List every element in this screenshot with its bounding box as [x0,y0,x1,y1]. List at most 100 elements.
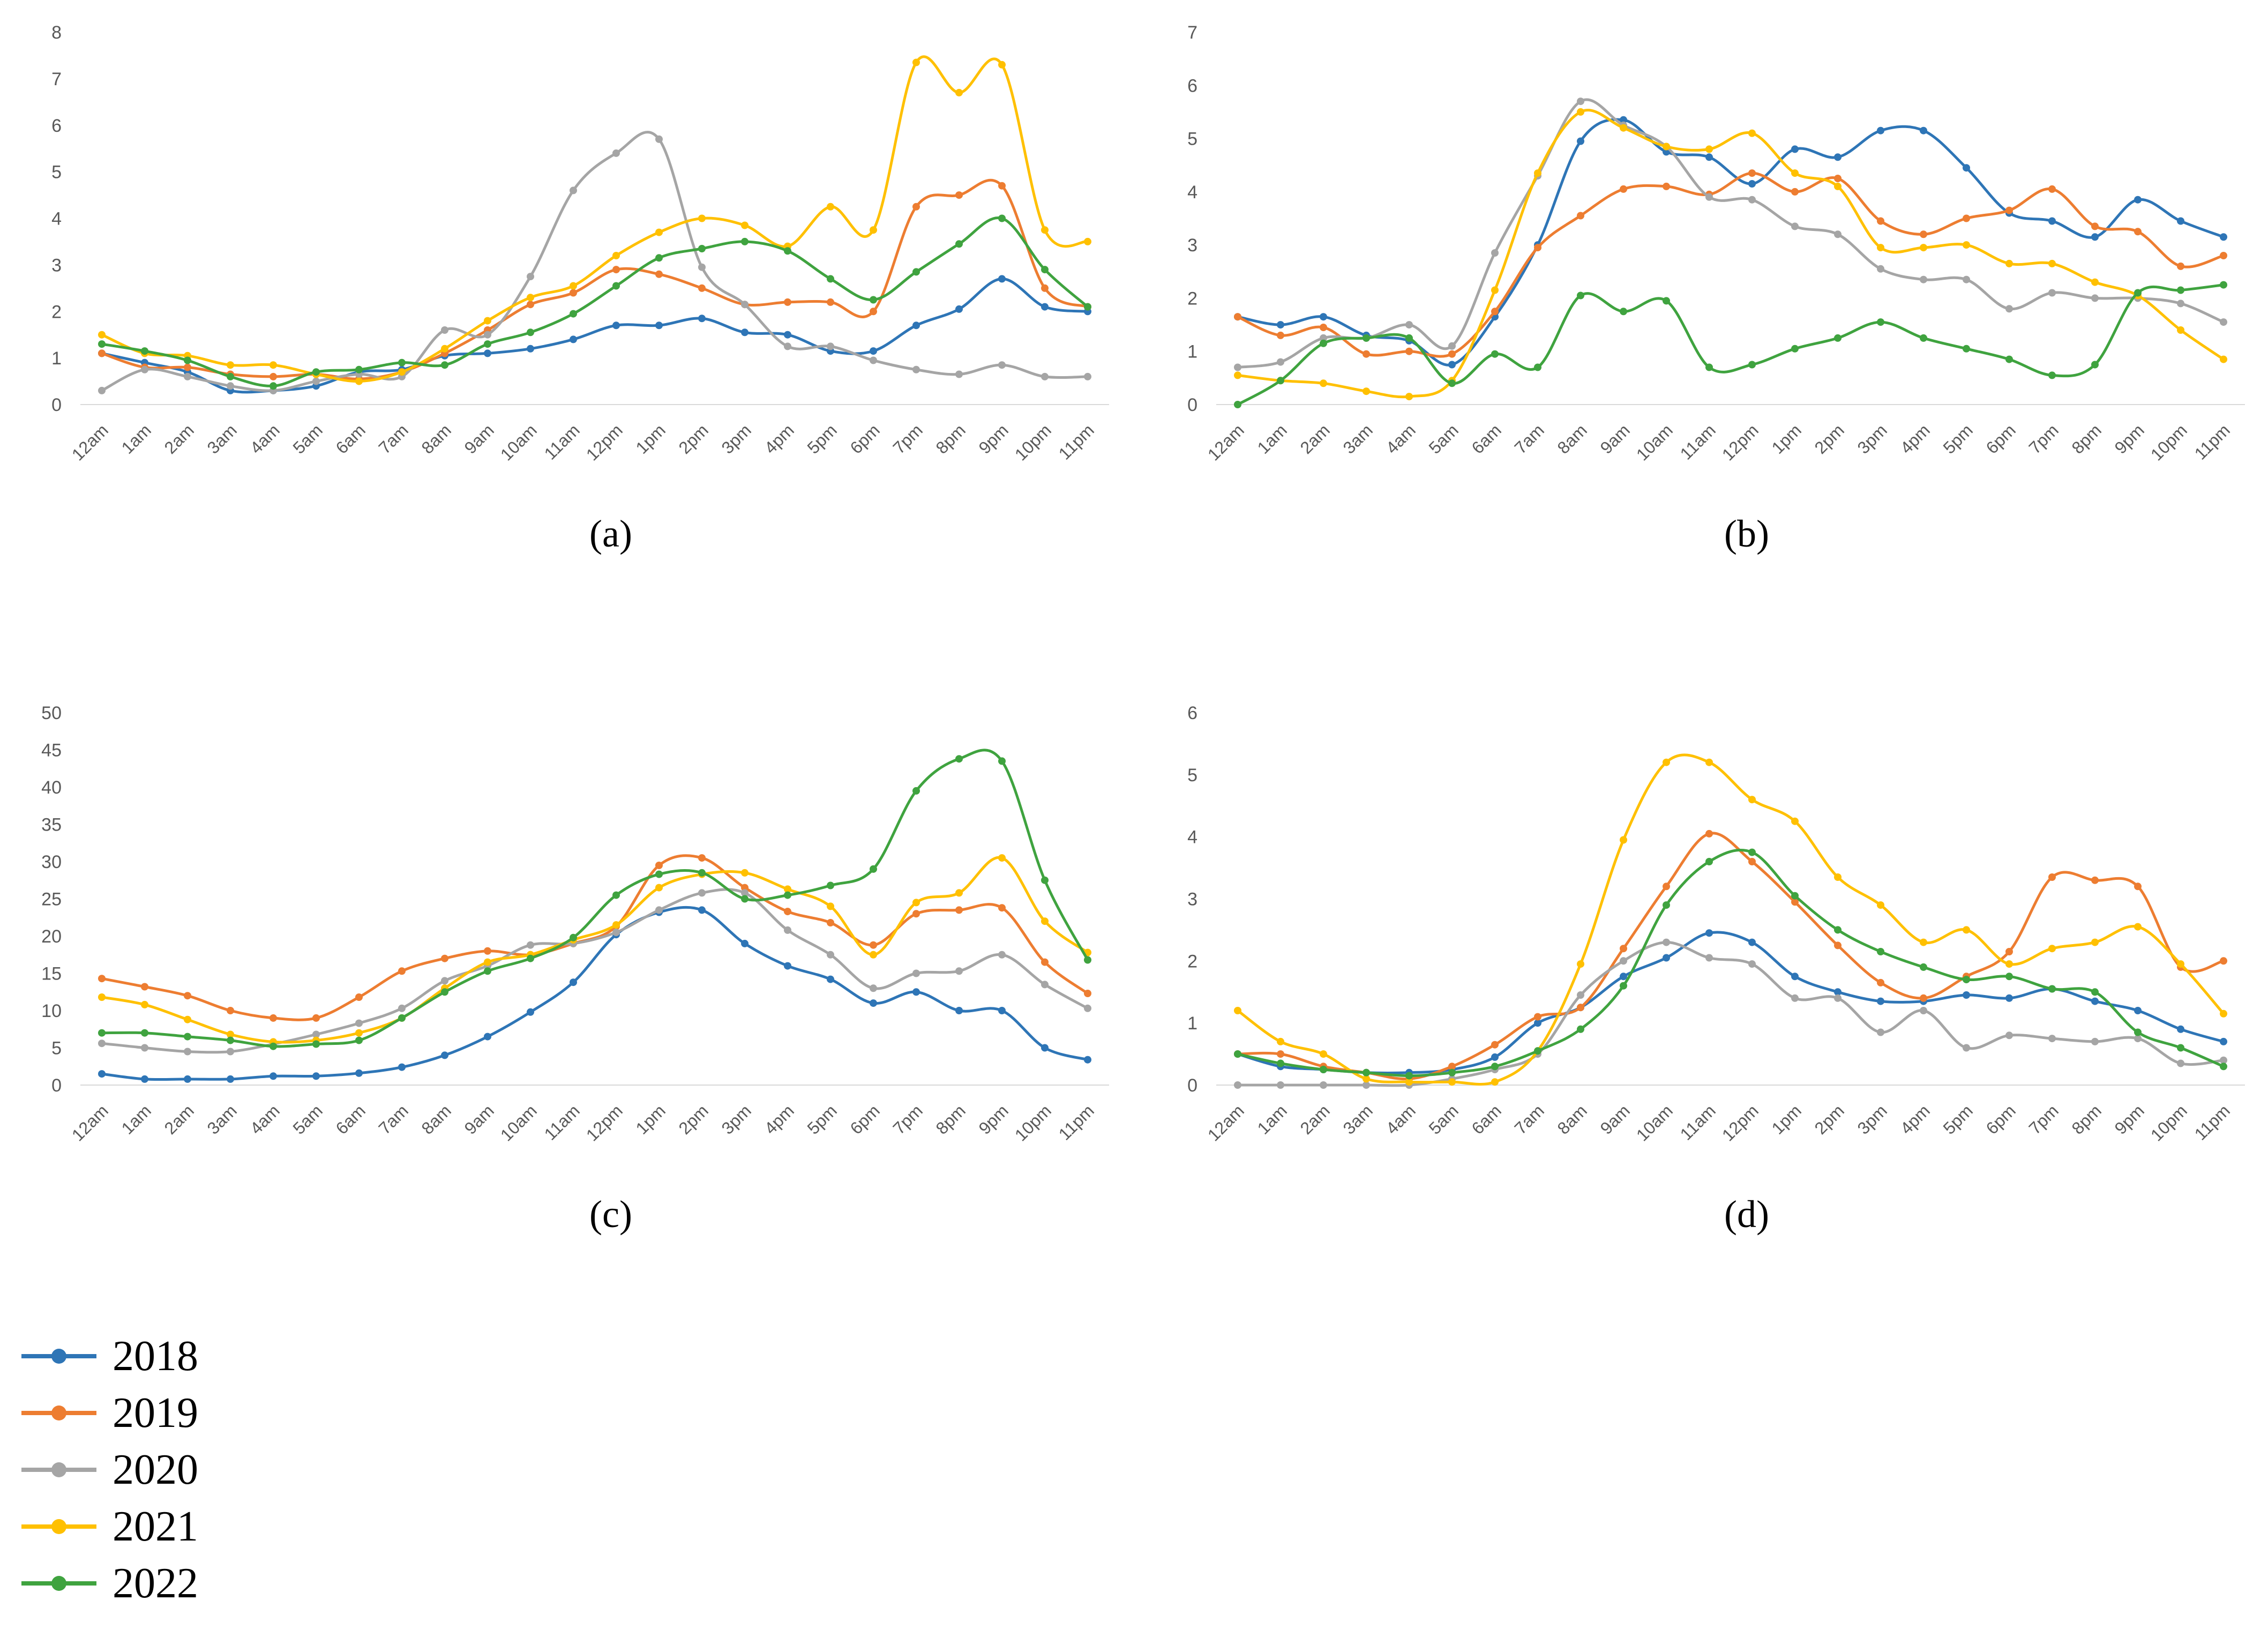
x-tick-label-d-12pm: 12pm [1718,1101,1762,1145]
data-point-c-2018-4pm [784,962,791,970]
data-point-c-2019-9pm [998,904,1006,912]
x-tick-label-c-7pm: 7pm [889,1101,926,1138]
x-tick-label-c-11am: 11am [541,1101,583,1143]
y-tick-label-a-3: 3 [51,255,62,275]
data-point-c-2020-6am [355,1019,363,1027]
data-point-a-2022-12pm [612,282,620,290]
data-point-d-2020-11am [1705,954,1713,962]
x-tick-label-b-4pm: 4pm [1896,420,1933,457]
data-point-a-2020-1pm [655,135,663,143]
data-point-c-2021-6pm [870,951,877,959]
data-point-b-2021-11am [1705,145,1713,153]
data-point-d-2018-6pm [2005,994,2013,1002]
data-point-b-2019-6am [1491,308,1499,316]
y-tick-label-a-6: 6 [51,116,62,136]
data-point-c-2021-5pm [827,902,834,910]
data-point-c-2018-5am [312,1072,320,1080]
data-point-d-2021-12pm [1748,796,1756,804]
data-point-c-2019-8pm [955,906,963,914]
y-tick-label-c-40: 40 [41,777,62,798]
data-point-d-2021-1am [1277,1037,1284,1045]
x-tick-label-a-10pm: 10pm [1011,420,1055,464]
series-line-b-2022 [1236,283,2225,406]
data-point-b-2021-3pm [1877,244,1884,252]
y-tick-label-d-4: 4 [1187,827,1197,848]
data-point-a-2019-6pm [870,308,877,316]
x-tick-label-a-5pm: 5pm [803,420,840,457]
data-point-d-2020-1am [1277,1081,1284,1089]
data-point-d-2018-2pm [1834,988,1842,996]
data-point-d-2021-10am [1663,758,1670,766]
data-point-b-2022-6am [1491,350,1499,358]
data-point-a-2022-1pm [655,254,663,262]
x-tick-label-a-7pm: 7pm [889,420,926,457]
x-tick-label-d-11pm: 11pm [2191,1101,2234,1143]
data-point-c-2022-6pm [870,865,877,873]
series-line-d-2018 [1236,931,2225,1075]
data-point-a-2022-5am [312,368,320,376]
x-tick-label-c-2pm: 2pm [675,1101,712,1138]
data-point-d-2018-9pm [2134,1007,2142,1014]
data-point-b-2021-2pm [1834,182,1842,190]
series-line-d-2019 [1236,832,2225,1081]
x-tick-label-b-11pm: 11pm [2191,420,2234,463]
data-point-a-2020-10am [527,273,534,281]
data-point-d-2022-1am [1277,1059,1284,1067]
data-point-c-2022-5am [312,1040,320,1048]
data-point-c-2021-6am [355,1029,363,1037]
data-point-a-2018-3pm [741,328,748,337]
data-point-a-2022-11pm [1084,303,1091,311]
data-point-a-2021-6pm [870,226,877,234]
x-tick-label-b-3pm: 3pm [1853,420,1890,457]
data-point-b-2018-8am [1577,137,1584,145]
x-tick-label-c-10pm: 10pm [1011,1101,1055,1145]
y-tick-label-a-0: 0 [51,395,62,415]
x-tick-label-d-2pm: 2pm [1810,1101,1847,1138]
data-point-b-2022-7am [1534,363,1541,371]
data-point-d-2021-1pm [1791,817,1799,825]
legend-label: 2019 [113,1389,198,1437]
data-point-a-2020-5pm [827,342,834,350]
data-point-c-2020-1am [141,1044,148,1052]
data-point-a-2019-4am [270,372,277,380]
data-point-b-2020-5pm [1963,275,1970,283]
x-tick-label-d-3am: 3am [1339,1101,1376,1138]
data-point-a-2020-3am [227,382,234,390]
data-point-c-2022-3am [227,1036,234,1044]
x-tick-label-d-5am: 5am [1425,1101,1462,1138]
data-point-c-2020-1pm [655,906,663,914]
data-point-a-2019-1pm [655,270,663,278]
data-point-a-2021-12pm [612,252,620,259]
data-point-b-2021-8am [1577,108,1584,116]
data-point-b-2018-12pm [1748,180,1756,188]
data-point-b-2019-9pm [2134,228,2142,236]
x-tick-label-a-3pm: 3pm [717,420,754,457]
data-point-c-2021-3pm [741,869,748,877]
data-point-b-2021-4am [1405,393,1413,401]
x-tick-label-d-2am: 2am [1296,1101,1333,1138]
chart-panel-a: 0 1 2 3 4 5 6 7 8 12am 1am 2am 3am 4am 5am 6am 7am 8am 9am… [51,23,1109,555]
data-point-c-2020-6pm [870,984,877,992]
legend: 2018 2019 2020 2021 2022 [21,1328,198,1612]
data-point-b-2021-2am [1320,379,1327,387]
data-point-a-2022-9am [484,340,491,348]
data-point-c-2019-1pm [655,862,663,869]
x-tick-label-a-2am: 2am [160,420,197,457]
data-point-d-2022-7am [1534,1047,1541,1055]
data-point-a-2021-12am [98,331,106,339]
data-point-a-2022-3pm [741,237,748,245]
data-point-a-2022-2pm [698,245,706,252]
data-point-d-2022-6pm [2005,973,2013,981]
legend-item-2019: 2019 [21,1385,198,1441]
data-point-b-2020-4pm [1920,275,1927,283]
data-point-c-2018-3am [227,1075,234,1083]
data-point-d-2018-12pm [1748,938,1756,946]
x-tick-label-c-5pm: 5pm [803,1101,840,1138]
x-tick-label-b-3am: 3am [1339,420,1376,457]
data-point-c-2022-11am [570,933,577,941]
data-point-b-2022-10pm [2177,286,2184,294]
data-point-a-2020-7pm [912,365,920,373]
data-point-c-2018-12am [98,1070,106,1078]
data-point-a-2021-2pm [698,214,706,222]
